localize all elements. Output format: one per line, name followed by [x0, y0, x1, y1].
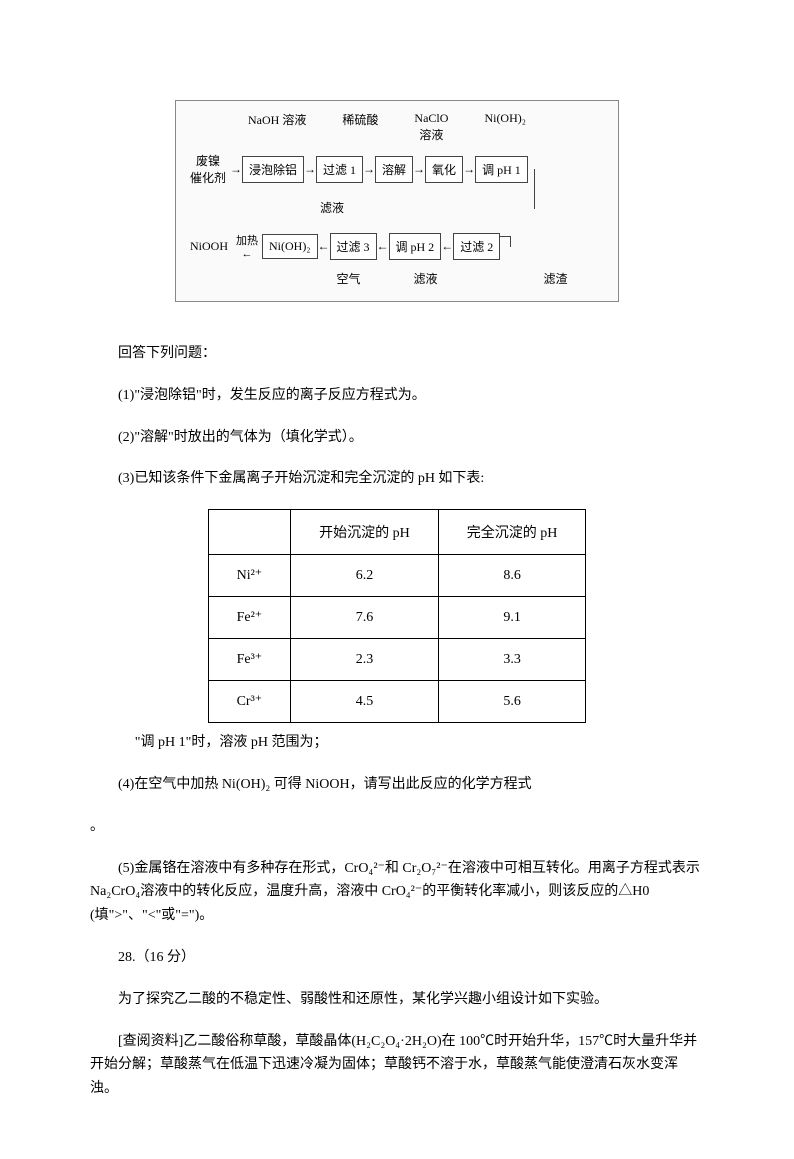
process-box: 浸泡除铝 — [242, 156, 304, 183]
ion-cell: Cr³⁺ — [208, 681, 291, 723]
question-2: (2)"溶解"时放出的气体为（填化学式）。 — [90, 426, 704, 450]
connector-line — [500, 236, 511, 247]
process-box: 调 pH 1 — [475, 156, 528, 183]
arrow-icon: ← — [318, 239, 330, 253]
process-box: 氧化 — [425, 156, 463, 183]
ion-cell: Fe²⁺ — [208, 597, 291, 639]
input-label: 废镍 催化剂 — [190, 152, 226, 186]
output-label: NiOOH — [190, 239, 228, 254]
arrow-icon: → — [230, 162, 242, 176]
output-label: 空气 — [336, 270, 360, 287]
table-header — [208, 510, 291, 555]
reagent-label: NaOH 溶液 — [248, 111, 306, 143]
connector-line — [534, 169, 535, 209]
arrow-icon: ← — [377, 239, 389, 253]
value-cell: 2.3 — [291, 639, 439, 681]
arrow-icon: → — [363, 162, 375, 176]
value-cell: 7.6 — [291, 597, 439, 639]
table-header: 开始沉淀的 pH — [291, 510, 439, 555]
question-3: (3)已知该条件下金属离子开始沉淀和完全沉淀的 pH 如下表: — [90, 467, 704, 491]
output-label: 滤液 — [413, 270, 437, 287]
arrow-icon: ← — [241, 248, 252, 260]
process-box: 过滤 3 — [330, 233, 377, 260]
reagent-label: 稀硫酸 — [342, 111, 378, 143]
question-28-material: [查阅资料]乙二酸俗称草酸，草酸晶体(H₂C₂O₄·2H₂O)在 100℃时开始… — [90, 1030, 704, 1101]
question-5: (5)金属铬在溶液中有多种存在形式，CrO₄²⁻和 Cr₂O₇²⁻在溶液中可相互… — [90, 857, 704, 928]
arrow-icon: ← — [441, 239, 453, 253]
value-cell: 3.3 — [438, 639, 586, 681]
arrow-icon: → — [413, 162, 425, 176]
arrow-icon: → — [463, 162, 475, 176]
heating-label: 加热 — [236, 232, 258, 248]
value-cell: 4.5 — [291, 681, 439, 723]
question-1: (1)"浸泡除铝"时，发生反应的离子反应方程式为。 — [90, 384, 704, 408]
question-4: (4)在空气中加热 Ni(OH)₂ 可得 NiOOH，请写出此反应的化学方程式 — [90, 773, 704, 797]
process-flow-diagram: NaOH 溶液 稀硫酸 NaClO 溶液 Ni(OH)₂ 废镍 催化剂 → 浸泡… — [90, 100, 704, 302]
arrow-icon: → — [304, 162, 316, 176]
value-cell: 9.1 — [438, 597, 586, 639]
reagent-label: Ni(OH)₂ — [484, 111, 526, 143]
process-box: 过滤 1 — [316, 156, 363, 183]
table-header-row: 开始沉淀的 pH 完全沉淀的 pH — [208, 510, 586, 555]
output-label: 滤渣 — [543, 270, 567, 287]
reagent-label: NaClO 溶液 — [414, 111, 448, 143]
output-label: 滤液 — [320, 199, 344, 216]
table-row: Ni²⁺6.28.6 — [208, 555, 586, 597]
process-box: 过滤 2 — [453, 233, 500, 260]
ph-table: 开始沉淀的 pH 完全沉淀的 pH Ni²⁺6.28.6 Fe²⁺7.69.1 … — [208, 509, 587, 723]
question-28-intro: 为了探究乙二酸的不稳定性、弱酸性和还原性，某化学兴趣小组设计如下实验。 — [90, 988, 704, 1012]
value-cell: 5.6 — [438, 681, 586, 723]
table-row: Fe²⁺7.69.1 — [208, 597, 586, 639]
value-cell: 8.6 — [438, 555, 586, 597]
table-header: 完全沉淀的 pH — [438, 510, 586, 555]
question-4b: 。 — [90, 815, 704, 839]
table-row: Fe³⁺2.33.3 — [208, 639, 586, 681]
value-cell: 6.2 — [291, 555, 439, 597]
question-28-number: 28.（16 分） — [90, 946, 704, 970]
ion-cell: Fe³⁺ — [208, 639, 291, 681]
question-3b: "调 pH 1"时，溶液 pH 范围为； — [135, 731, 704, 755]
process-box: 溶解 — [375, 156, 413, 183]
ion-cell: Ni²⁺ — [208, 555, 291, 597]
process-box: Ni(OH)₂ — [262, 234, 318, 259]
table-row: Cr³⁺4.55.6 — [208, 681, 586, 723]
process-box: 调 pH 2 — [389, 233, 442, 260]
question-intro: 回答下列问题： — [90, 342, 704, 366]
